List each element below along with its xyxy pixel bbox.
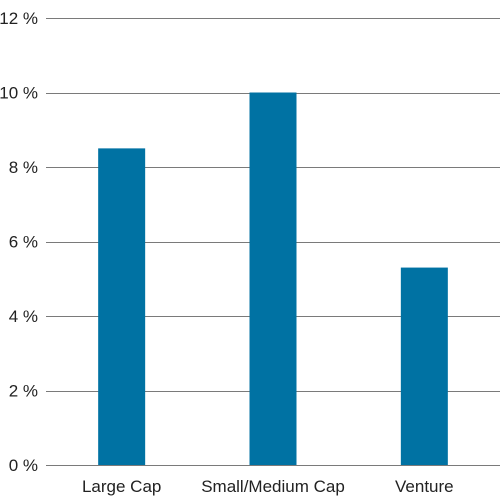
bar-large-cap <box>98 148 146 465</box>
bars <box>98 92 448 465</box>
y-tick-label: 8 % <box>9 158 38 177</box>
y-tick-label: 10 % <box>0 84 38 103</box>
x-category-label: Large Cap <box>82 477 161 496</box>
x-category-label: Small/Medium Cap <box>201 477 345 496</box>
y-tick-label: 2 % <box>9 382 38 401</box>
y-axis-tick-labels: 0 % 2 % 4 % 6 % 8 % 10 % 12 % <box>0 9 38 475</box>
y-tick-label: 6 % <box>9 233 38 252</box>
x-axis-category-labels: Large Cap Small/Medium Cap Venture <box>82 477 454 496</box>
y-tick-label: 12 % <box>0 9 38 28</box>
y-tick-label: 0 % <box>9 456 38 475</box>
y-tick-label: 4 % <box>9 307 38 326</box>
bar-small-medium-cap <box>249 92 297 465</box>
x-category-label: Venture <box>395 477 454 496</box>
bar-venture <box>400 267 448 465</box>
